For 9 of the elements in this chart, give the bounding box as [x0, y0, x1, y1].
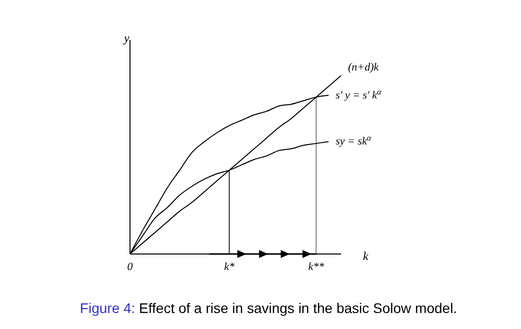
y-axis-title: y	[123, 31, 130, 45]
caption: Figure 4: Effect of a rise in savings in the basic Solow model.	[80, 300, 458, 316]
x-tick-label: k**	[308, 260, 325, 273]
x-axis-title: k	[363, 249, 369, 263]
x-tick-label: k*	[224, 260, 235, 273]
series-label: (n+d)k	[348, 62, 380, 74]
series-label: sy = sk$^{α}$	[336, 133, 372, 148]
x-tick-label: 0	[127, 260, 134, 273]
series-label: s' y = s' k$^{α}$	[336, 86, 382, 102]
